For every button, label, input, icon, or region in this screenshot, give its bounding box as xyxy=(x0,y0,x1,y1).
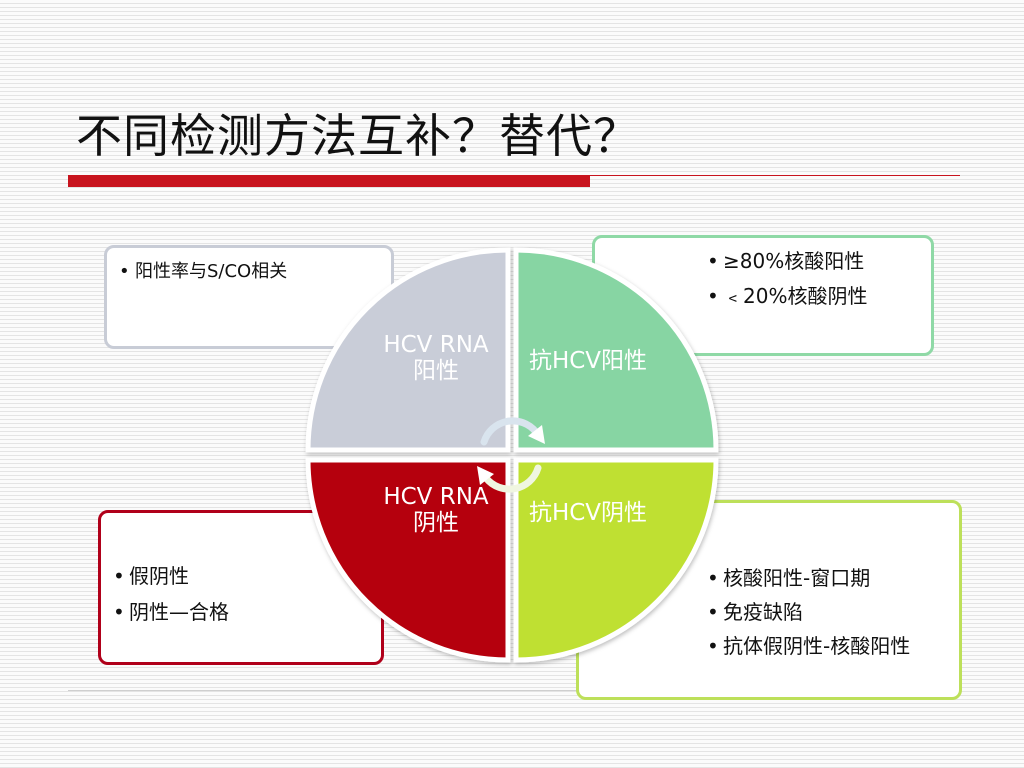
callout-hcv-rna-positive: 阳性率与S/CO相关 xyxy=(104,245,394,349)
slide-title: 不同检测方法互补？替代？ xyxy=(76,109,640,163)
quadrant-hcv-rna-positive xyxy=(305,247,511,453)
quadrant-hcv-rna-negative xyxy=(305,457,511,663)
quadrant-anti-hcv-negative xyxy=(513,457,719,663)
bullet-item: 阳性率与S/CO相关 xyxy=(119,260,319,284)
quadrant-anti-hcv-positive xyxy=(513,247,719,453)
bullet-item: 阴性—合格 xyxy=(113,599,313,625)
bullet-item: ≥80%核酸阳性 xyxy=(707,248,932,274)
bottom-rule xyxy=(68,690,960,691)
cycle-arrows-icon xyxy=(477,417,545,493)
bullet-item: 抗体假阴性-核酸阳性 xyxy=(707,633,947,659)
title-underline xyxy=(68,175,590,187)
label-hcv-rna-positive: HCV RNA阳性 xyxy=(383,332,489,384)
label-hcv-rna-negative: HCV RNA阴性 xyxy=(383,484,489,536)
bullet-item: 假阴性 xyxy=(113,563,313,589)
bullet-item: ﹤20%核酸阴性 xyxy=(707,283,932,309)
bullet-item: 免疫缺陷 xyxy=(707,599,947,625)
title-thin-rule xyxy=(590,175,960,176)
label-anti-hcv-positive: 抗HCV阳性 xyxy=(528,348,648,374)
label-anti-hcv-negative: 抗HCV阴性 xyxy=(528,500,648,526)
bullet-item: 核酸阳性-窗口期 xyxy=(707,565,947,591)
